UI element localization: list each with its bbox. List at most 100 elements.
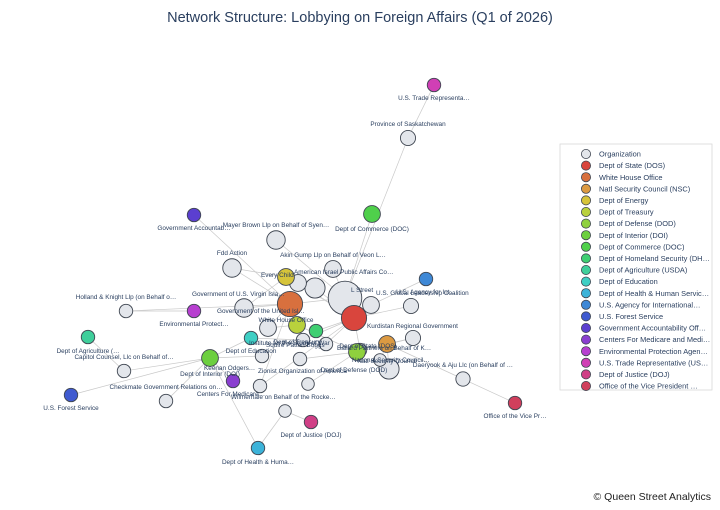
node-govvi[interactable]	[234, 298, 254, 318]
node-govus[interactable]	[259, 319, 277, 337]
node-epa[interactable]	[186, 303, 202, 319]
legend-label-7[interactable]: Dept of Interior (DOI)	[599, 231, 668, 240]
legend-marker-10[interactable]	[581, 264, 592, 275]
legend-label-9[interactable]: Dept of Homeland Security (DH…	[599, 254, 710, 263]
node-orgA[interactable]	[252, 378, 268, 394]
node-energy[interactable]	[277, 268, 295, 286]
edge-holland-wh	[125, 303, 291, 312]
node-squire[interactable]	[318, 336, 334, 352]
node-usaid[interactable]	[418, 271, 434, 287]
legend-label-17[interactable]: Environmental Protection Agen…	[599, 347, 708, 356]
legend-marker-11[interactable]	[581, 276, 592, 287]
legend-label-0[interactable]: Organization	[599, 150, 641, 159]
node-orgB[interactable]	[301, 377, 315, 391]
legend-marker-0[interactable]	[581, 148, 592, 159]
node-capitol[interactable]	[116, 363, 132, 379]
node-label-check: Checkmate Government Relations on…	[110, 384, 223, 391]
legend-marker-18[interactable]	[581, 357, 592, 368]
node-akin[interactable]	[324, 260, 342, 278]
node-sask[interactable]	[399, 129, 417, 147]
legend-label-11[interactable]: Dept of Education	[599, 277, 658, 286]
legend-marker-4[interactable]	[581, 195, 592, 206]
legend-marker-1[interactable]	[581, 160, 592, 171]
node-gao[interactable]	[186, 207, 202, 223]
node-label-daer: Daeryook & Aju Llc (on Behalf of …	[413, 362, 513, 369]
legend-label-16[interactable]: Centers For Medicare and Medi…	[599, 335, 710, 344]
legend-marker-19[interactable]	[581, 369, 592, 380]
node-check[interactable]	[158, 393, 174, 409]
node-label-ovp: Office of the Vice Pr…	[484, 413, 547, 420]
node-fdd[interactable]	[222, 258, 242, 278]
legend-label-18[interactable]: U.S. Trade Representative (US…	[599, 358, 708, 367]
node-usda[interactable]	[80, 329, 96, 345]
legend-label-12[interactable]: Dept of Health & Human Servic…	[599, 289, 709, 298]
node-holland[interactable]	[118, 303, 134, 319]
node-label-nsc: Natl Security Council	[357, 358, 416, 365]
node-label-usaid: U.S. Agency for Int…	[396, 289, 456, 296]
legend-label-4[interactable]: Dept of Energy	[599, 196, 649, 205]
legend-marker-12[interactable]	[581, 288, 592, 299]
node-inst[interactable]	[295, 332, 311, 348]
legend-label-14[interactable]: U.S. Forest Service	[599, 312, 663, 321]
legend-marker-20[interactable]	[581, 380, 592, 391]
legend-label-19[interactable]: Dept of Justice (DOJ)	[599, 370, 670, 379]
node-label-zionist: Zionist Organization of America	[258, 368, 347, 375]
node-doj[interactable]	[303, 414, 319, 430]
legend-marker-5[interactable]	[581, 206, 592, 217]
legend-marker-17[interactable]	[581, 346, 592, 357]
node-usfs[interactable]	[63, 387, 79, 403]
node-label-american: American Israel Public Affairs Co…	[294, 269, 393, 276]
node-daer[interactable]	[455, 371, 471, 387]
node-label-wilmer: Wilmerhale on Behalf of the Rocke…	[231, 394, 336, 401]
legend-marker-3[interactable]	[581, 183, 592, 194]
legend-label-13[interactable]: U.S. Agency for International…	[599, 300, 700, 309]
legend-label-5[interactable]: Dept of Treasury	[599, 208, 654, 217]
node-label-bal: Ballard Partners on Behalf of K…	[337, 345, 431, 352]
legend-marker-8[interactable]	[581, 241, 592, 252]
node-edu[interactable]	[243, 330, 259, 346]
legend-label-3[interactable]: Natl Security Council (NSC)	[599, 184, 690, 193]
legend-label-8[interactable]: Dept of Commerce (DOC)	[599, 242, 684, 251]
legend-marker-14[interactable]	[581, 311, 592, 322]
legend-label-15[interactable]: Government Accountability Off…	[599, 324, 706, 333]
node-label-hhs: Dept of Health & Huma…	[222, 459, 294, 466]
node-cms[interactable]	[225, 373, 241, 389]
node-mayer[interactable]	[266, 230, 286, 250]
legend-marker-7[interactable]	[581, 230, 592, 241]
node-orgC[interactable]	[373, 353, 387, 367]
node-wilmer[interactable]	[278, 404, 292, 418]
node-kurd[interactable]	[402, 297, 420, 315]
node-ustr[interactable]	[426, 77, 442, 93]
legend-marker-16[interactable]	[581, 334, 592, 345]
node-dod[interactable]	[348, 343, 366, 361]
node-zionist[interactable]	[292, 351, 308, 367]
node-dhs[interactable]	[308, 323, 324, 339]
legend-marker-6[interactable]	[581, 218, 592, 229]
node-treasury[interactable]	[288, 316, 306, 334]
node-doc[interactable]	[363, 205, 381, 223]
legend-label-10[interactable]: Dept of Agriculture (USDA)	[599, 266, 687, 275]
node-label-sask: Province of Saskatchewan	[370, 121, 446, 128]
node-nsc[interactable]	[378, 335, 396, 353]
legend-marker-9[interactable]	[581, 253, 592, 264]
node-bal[interactable]	[404, 329, 422, 347]
node-ovp[interactable]	[507, 395, 523, 411]
legend-label-1[interactable]: Dept of State (DOS)	[599, 161, 665, 170]
legend-marker-13[interactable]	[581, 299, 592, 310]
node-usglobal[interactable]	[362, 296, 380, 314]
node-american[interactable]	[304, 277, 326, 299]
edge-gao-wh	[193, 214, 291, 305]
node-wh[interactable]	[276, 290, 304, 318]
node-dos[interactable]	[340, 304, 368, 332]
legend-label-6[interactable]: Dept of Defense (DOD)	[599, 219, 676, 228]
legend-marker-15[interactable]	[581, 322, 592, 333]
node-label-usda: Dept of Agriculture (…	[57, 348, 120, 355]
node-keenan[interactable]	[254, 348, 270, 364]
node-hhs[interactable]	[250, 440, 266, 456]
legend-label-2[interactable]: White House Office	[599, 173, 663, 182]
edge-wilmer-hhs	[257, 410, 286, 449]
node-layer	[63, 77, 523, 456]
legend-marker-2[interactable]	[581, 172, 592, 183]
legend-label-20[interactable]: Office of the Vice President …	[599, 382, 698, 391]
node-doi[interactable]	[201, 349, 219, 367]
